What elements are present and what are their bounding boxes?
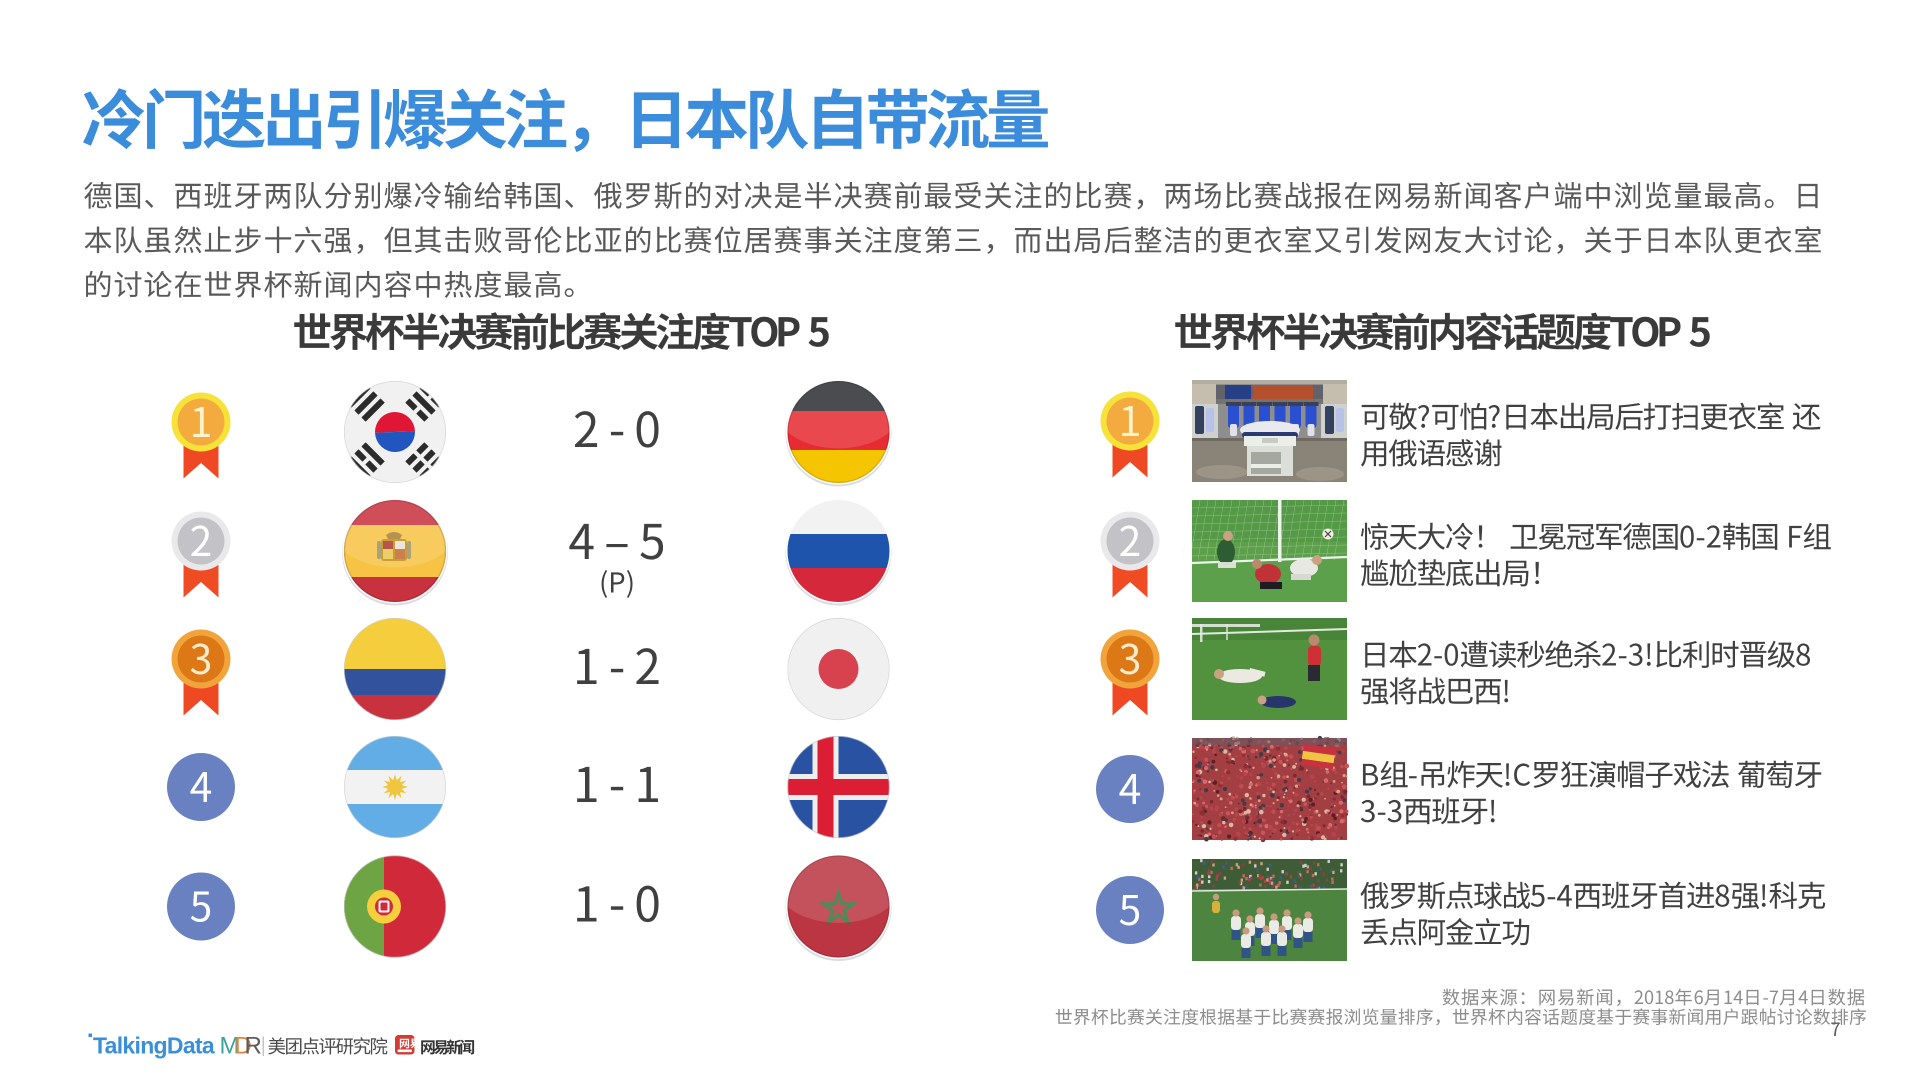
svg-text:M: M [220, 1033, 240, 1060]
svg-text:R: R [245, 1033, 262, 1060]
svg-text:TalkingData: TalkingData [93, 1033, 215, 1059]
svg-text:D: D [235, 1033, 252, 1060]
